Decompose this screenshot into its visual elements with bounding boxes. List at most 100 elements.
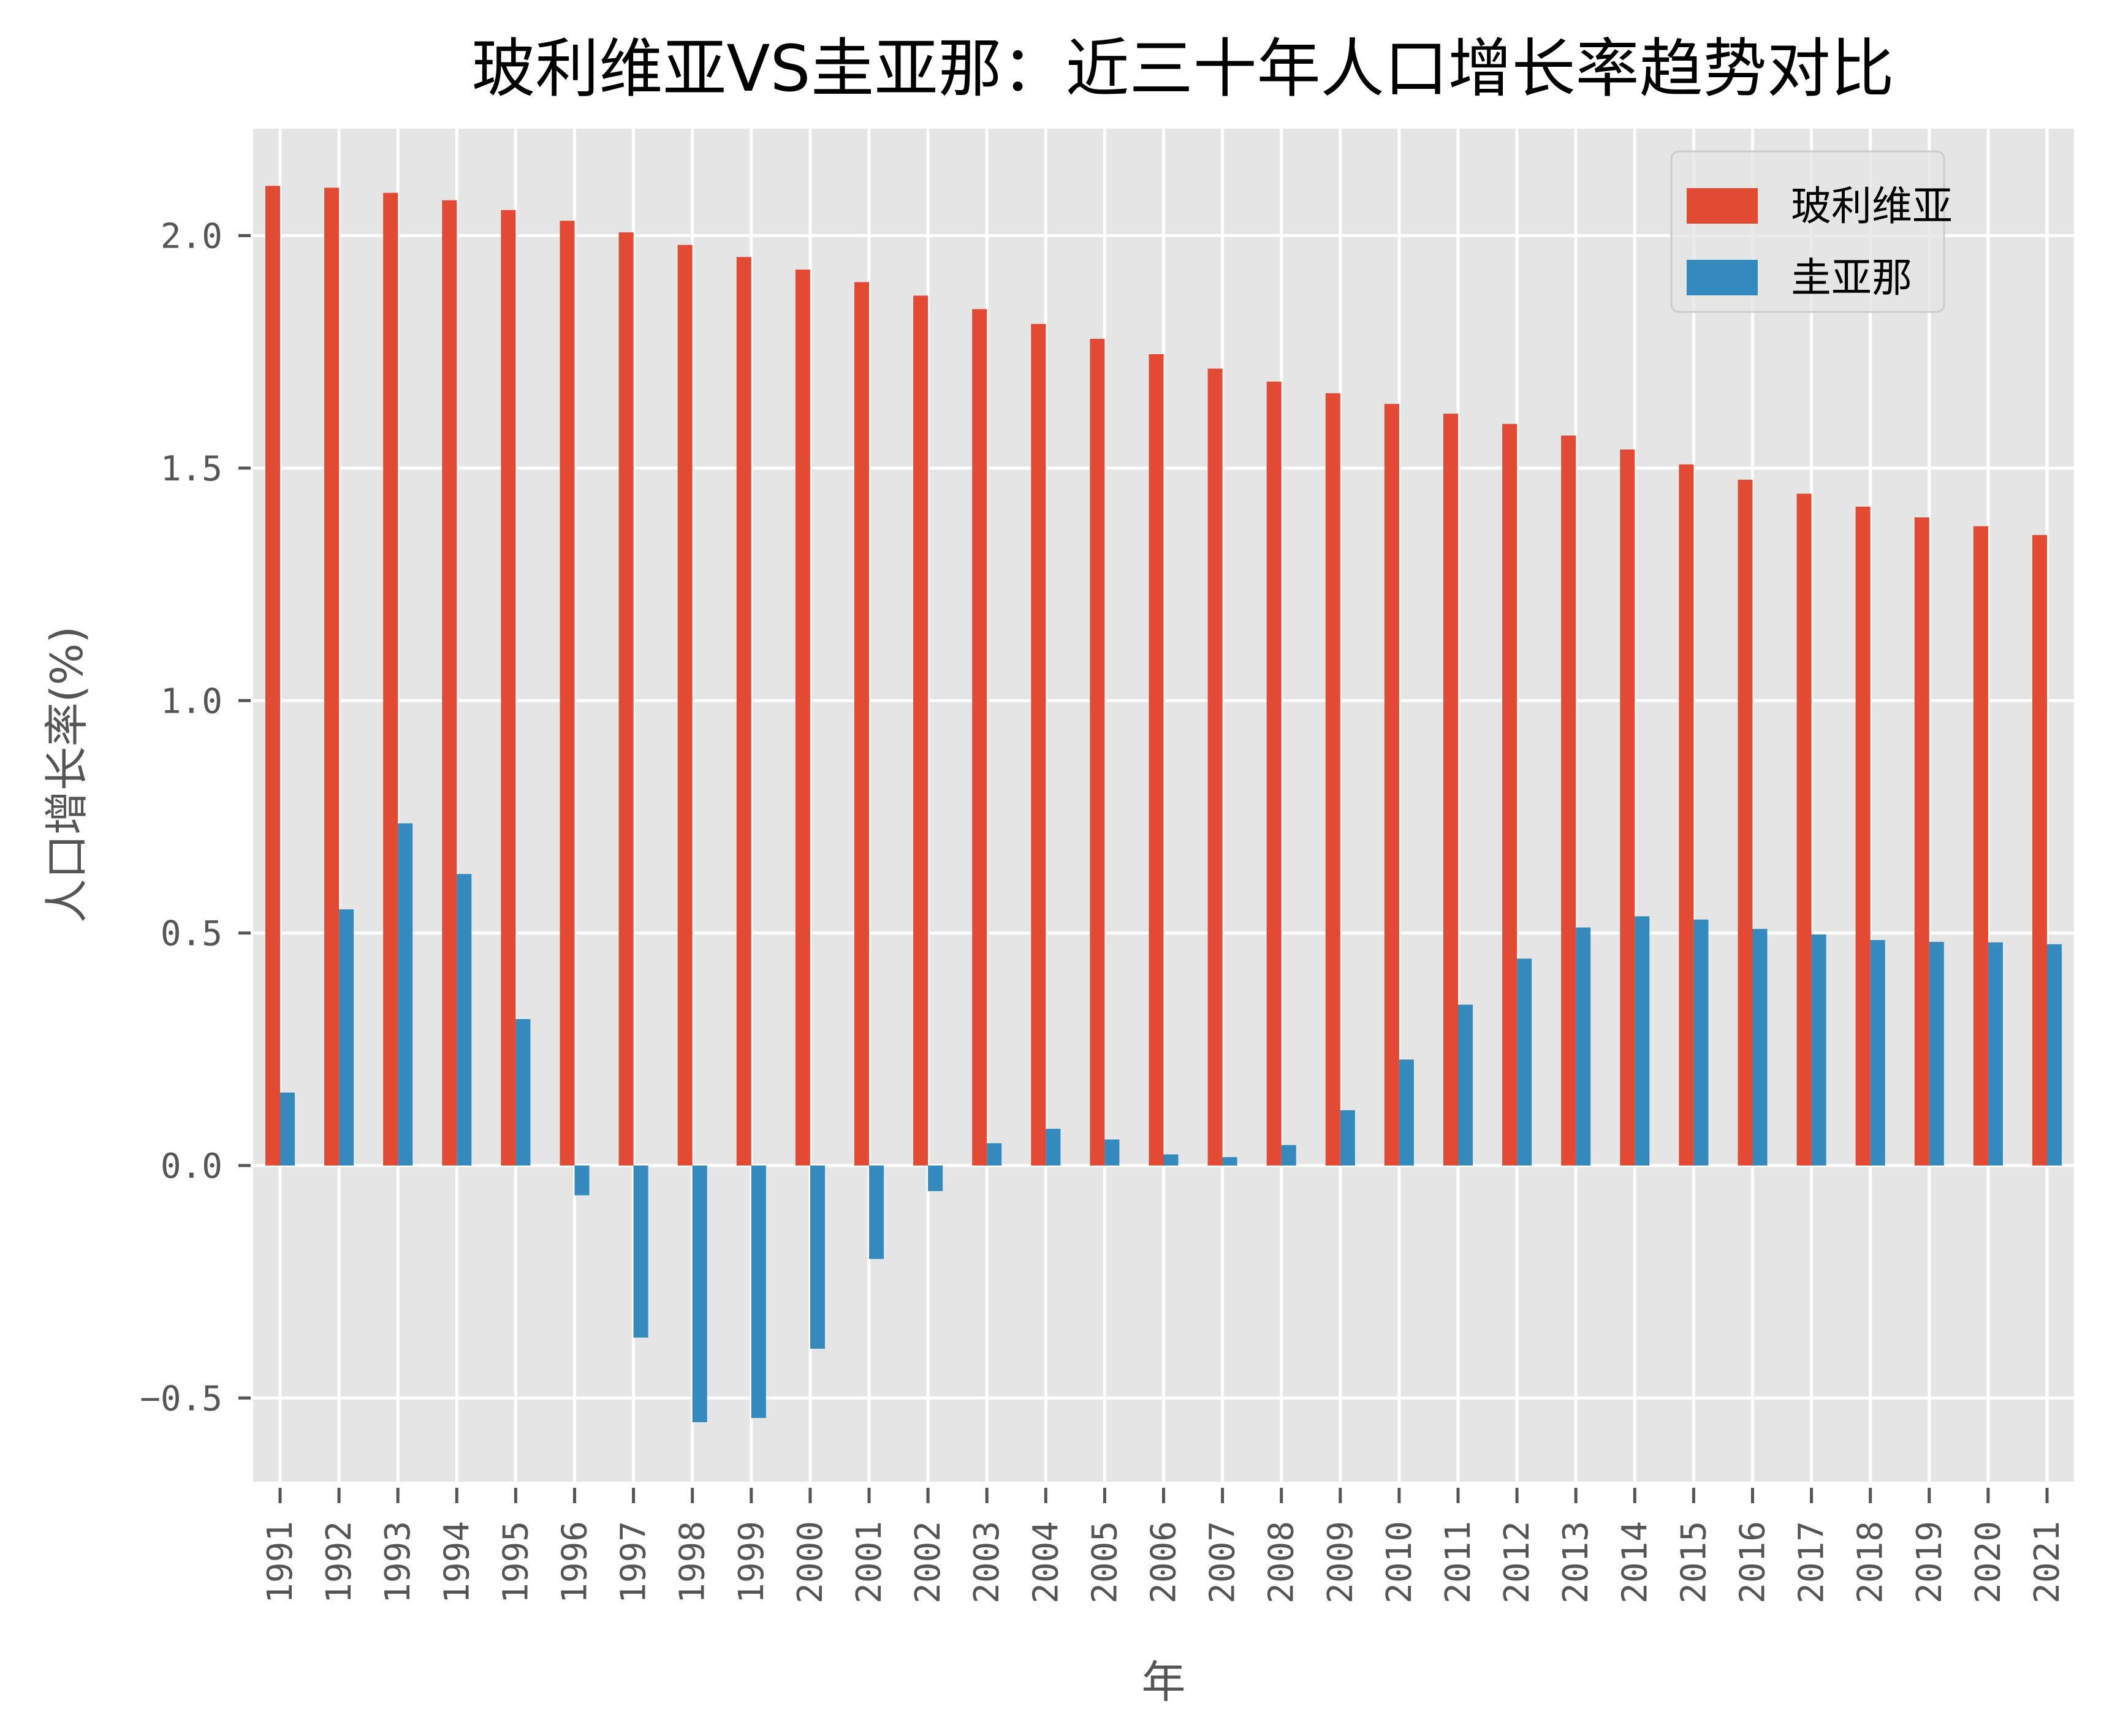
- bar-2020-玻利维亚: [1973, 526, 1988, 1166]
- series-1: [265, 186, 2047, 1166]
- x-axis-label: 年: [1141, 1656, 1185, 1708]
- x-tick-label: 2003: [967, 1521, 1007, 1604]
- bar-2014-玻利维亚: [1620, 449, 1635, 1166]
- bar-2018-玻利维亚: [1855, 506, 1871, 1166]
- bar-2008-圭亚那: [1281, 1145, 1296, 1166]
- x-tick-label: 1996: [555, 1521, 595, 1604]
- x-tick-label: 2020: [1969, 1521, 2008, 1604]
- bar-2017-玻利维亚: [1796, 493, 1812, 1166]
- x-tick-label: 1995: [496, 1521, 536, 1604]
- bar-1993-玻利维亚: [383, 192, 398, 1166]
- bar-2015-玻利维亚: [1679, 464, 1694, 1166]
- bar-2019-圭亚那: [1929, 942, 1944, 1166]
- bar-2014-圭亚那: [1635, 916, 1650, 1166]
- bar-1995-玻利维亚: [501, 210, 516, 1166]
- bar-2013-玻利维亚: [1561, 435, 1576, 1166]
- bar-2009-玻利维亚: [1325, 393, 1340, 1166]
- y-axis-label: 人口增长率(%): [41, 626, 93, 923]
- x-tick-label: 1999: [732, 1521, 772, 1604]
- x-tick-label: 2010: [1380, 1521, 1419, 1604]
- x-tick-label: 2017: [1792, 1521, 1832, 1604]
- bar-2012-玻利维亚: [1502, 423, 1518, 1166]
- bar-1998-圭亚那: [692, 1166, 707, 1422]
- legend-label: 圭亚那: [1791, 254, 1912, 301]
- x-tick-label: 1994: [437, 1521, 477, 1604]
- x-tick-label: 2013: [1556, 1521, 1596, 1604]
- bar-1993-圭亚那: [398, 823, 413, 1166]
- bar-2005-玻利维亚: [1090, 338, 1105, 1166]
- bar-2011-玻利维亚: [1443, 414, 1458, 1166]
- bar-1996-玻利维亚: [560, 221, 575, 1166]
- bar-2001-玻利维亚: [854, 282, 869, 1166]
- bar-2012-圭亚那: [1517, 958, 1532, 1166]
- bar-1999-圭亚那: [751, 1166, 766, 1419]
- bar-2010-圭亚那: [1399, 1059, 1414, 1166]
- bar-1999-玻利维亚: [736, 257, 751, 1166]
- bar-2000-圭亚那: [810, 1166, 825, 1349]
- x-tick-label: 2009: [1321, 1521, 1361, 1604]
- bar-2006-圭亚那: [1163, 1154, 1179, 1166]
- x-axis-ticks: 1991 1992 1993 1994 1995 1996 1997 1998 1999 2000…: [260, 1488, 2067, 1604]
- bar-2007-圭亚那: [1222, 1157, 1237, 1166]
- bar-2004-玻利维亚: [1031, 324, 1046, 1166]
- x-tick-label: 2006: [1144, 1521, 1184, 1604]
- bar-2003-圭亚那: [987, 1143, 1002, 1166]
- x-tick-label: 1997: [614, 1521, 654, 1604]
- bar-1991-圭亚那: [280, 1092, 295, 1166]
- y-tick-label: 1.0: [161, 681, 222, 721]
- bar-2008-玻利维亚: [1266, 381, 1282, 1166]
- bar-2015-圭亚那: [1693, 919, 1709, 1166]
- x-tick-label: 2019: [1910, 1521, 1950, 1604]
- y-tick-label: −0.5: [140, 1379, 222, 1419]
- x-tick-label: 1998: [673, 1521, 713, 1604]
- bar-2009-圭亚那: [1340, 1110, 1355, 1166]
- x-tick-label: 2018: [1851, 1521, 1891, 1604]
- bar-2011-圭亚那: [1458, 1004, 1473, 1166]
- bar-1991-玻利维亚: [265, 186, 280, 1166]
- x-tick-label: 2002: [908, 1521, 948, 1604]
- bar-2018-圭亚那: [1870, 940, 1885, 1166]
- x-tick-label: 1993: [378, 1521, 418, 1604]
- bar-2020-圭亚那: [1988, 942, 2003, 1166]
- bar-2002-圭亚那: [928, 1166, 943, 1191]
- bar-2002-玻利维亚: [913, 295, 929, 1166]
- legend-swatch: [1687, 188, 1758, 224]
- x-tick-label: 2000: [791, 1521, 830, 1604]
- y-tick-label: 0.0: [161, 1147, 222, 1186]
- x-tick-label: 2011: [1438, 1521, 1478, 1604]
- bar-2000-玻利维亚: [795, 269, 810, 1166]
- x-tick-label: 2004: [1026, 1521, 1066, 1604]
- bar-2006-玻利维亚: [1149, 354, 1164, 1166]
- bar-2005-圭亚那: [1104, 1139, 1120, 1166]
- bar-2016-圭亚那: [1752, 928, 1768, 1166]
- x-tick-label: 2021: [2027, 1521, 2067, 1604]
- bar-1992-玻利维亚: [324, 188, 340, 1166]
- x-tick-label: 2016: [1733, 1521, 1773, 1604]
- bar-2021-圭亚那: [2047, 944, 2062, 1166]
- legend-swatch: [1687, 260, 1758, 295]
- bar-2019-玻利维亚: [1914, 517, 1929, 1166]
- y-tick-label: 0.5: [161, 914, 222, 954]
- bar-1998-玻利维亚: [677, 244, 693, 1166]
- bar-1995-圭亚那: [515, 1019, 531, 1166]
- series-2: [280, 823, 2062, 1422]
- y-tick-label: 1.5: [161, 449, 222, 489]
- bar-2007-玻利维亚: [1207, 368, 1223, 1166]
- chart-title: 玻利维亚VS圭亚那：近三十年人口增长率趋势对比: [471, 31, 1894, 106]
- y-tick-label: 2.0: [161, 217, 222, 257]
- x-tick-label: 2005: [1085, 1521, 1125, 1604]
- bar-2013-圭亚那: [1576, 927, 1591, 1166]
- bar-1996-圭亚那: [574, 1166, 590, 1196]
- bar-2010-玻利维亚: [1384, 404, 1399, 1166]
- x-tick-label: 2007: [1203, 1521, 1243, 1604]
- bar-2003-玻利维亚: [972, 309, 987, 1166]
- x-tick-label: 2008: [1262, 1521, 1302, 1604]
- x-tick-label: 1991: [260, 1521, 300, 1604]
- x-tick-label: 2012: [1497, 1521, 1537, 1604]
- bar-1994-圭亚那: [457, 874, 472, 1166]
- bar-1997-圭亚那: [633, 1166, 648, 1338]
- x-tick-label: 2001: [849, 1521, 889, 1604]
- x-tick-label: 2014: [1615, 1521, 1655, 1604]
